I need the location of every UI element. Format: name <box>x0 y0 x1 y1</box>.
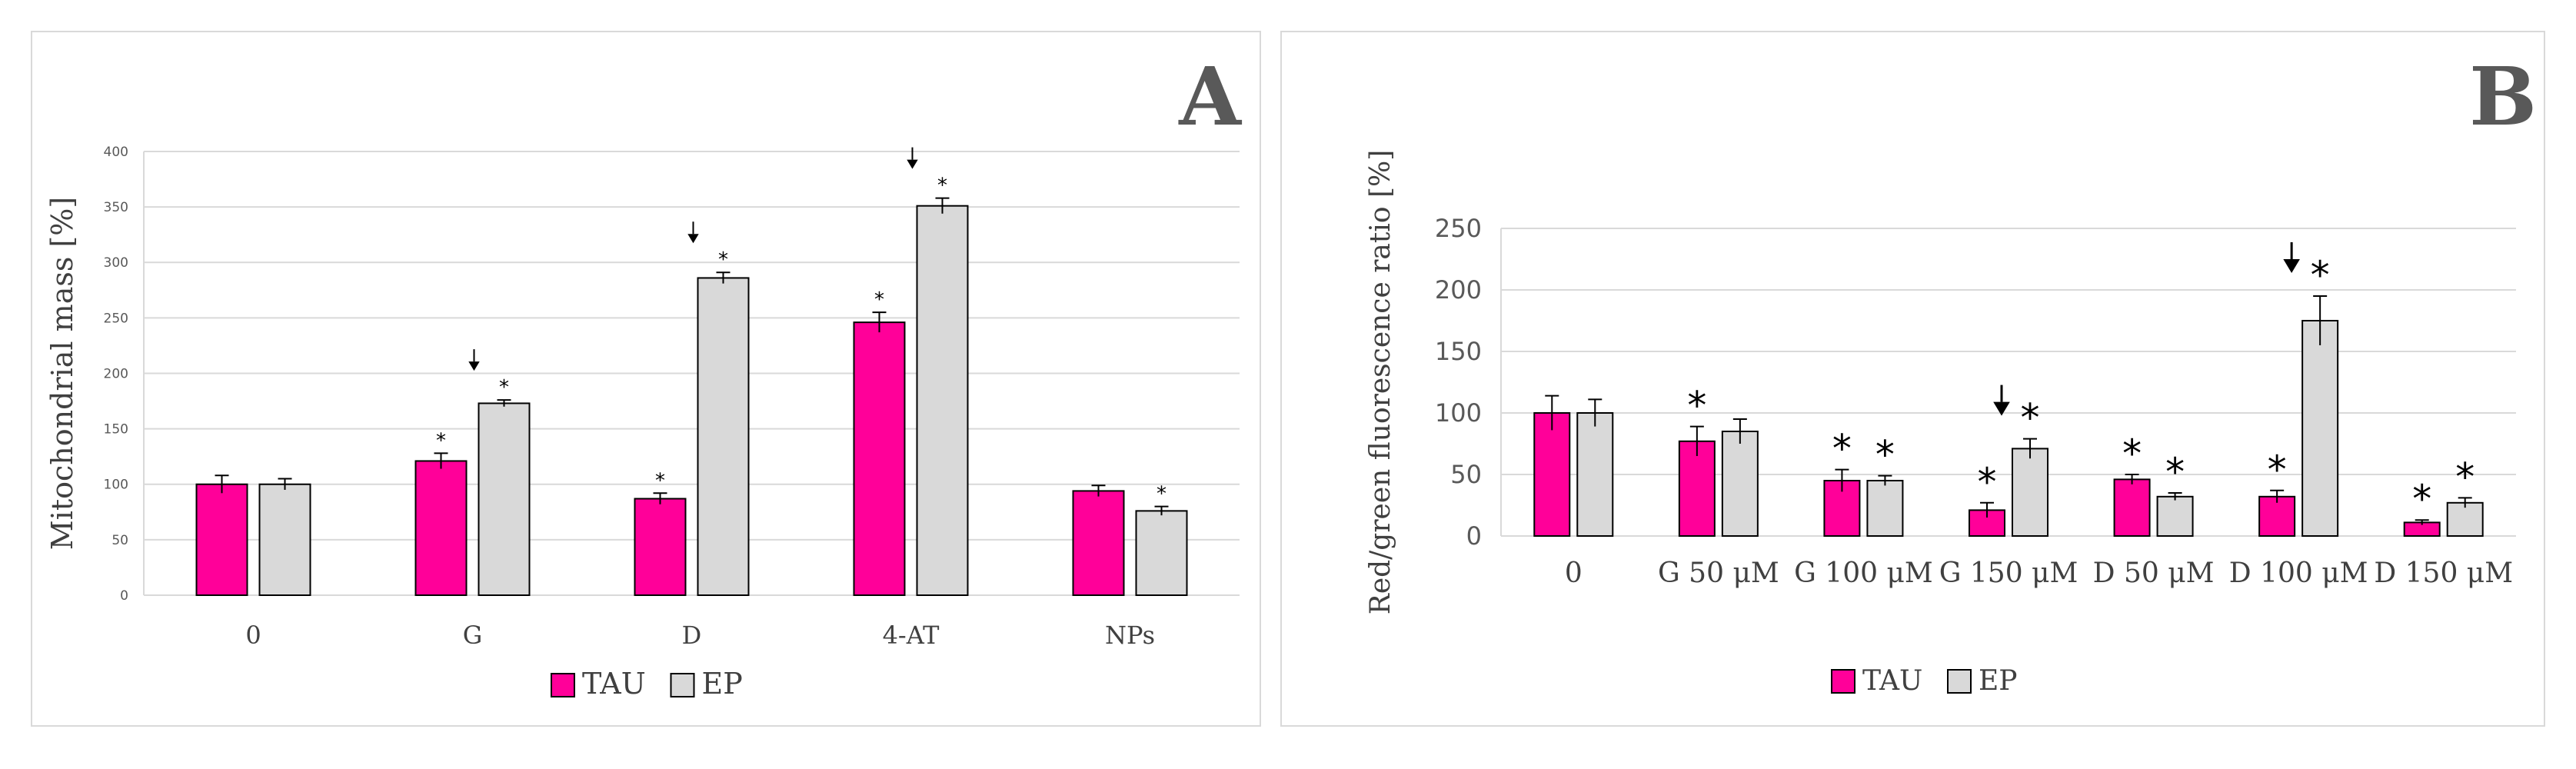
y-tick-label: 250 <box>104 311 128 326</box>
legend-swatch-tau <box>551 673 575 697</box>
y-tick-label: 50 <box>111 533 128 548</box>
significance-star: * <box>2165 450 2185 494</box>
chart-a-svg: A 0 50 100 150 200 250 300 350 400 Mitochondrial m… <box>45 49 1242 701</box>
x-category-label: 0 <box>245 621 261 650</box>
legend-swatch-ep <box>670 673 695 697</box>
bar-ep <box>2301 320 2339 537</box>
legend-label-ep: EP <box>702 667 743 701</box>
chart-b-svg: B 0 50 100 150 200 250 Red/green fluorescence r… <box>1365 49 2537 697</box>
significance-star: * <box>499 376 509 399</box>
bar-tau <box>634 498 687 596</box>
significance-star: * <box>655 469 665 492</box>
arrow-marker <box>2283 242 2300 273</box>
legend-label-tau: TAU <box>582 667 646 701</box>
bar-tau <box>1533 412 1571 537</box>
x-category-label: D 150 μM <box>2374 558 2513 589</box>
significance-star: * <box>2021 396 2040 441</box>
significance-star: * <box>2455 454 2474 499</box>
legend: TAU EP <box>1831 665 2018 697</box>
panel-label: A <box>1178 49 1242 144</box>
legend-label-ep: EP <box>1979 665 2018 697</box>
panel-label: B <box>2469 49 2537 144</box>
x-category-label: D <box>682 621 702 650</box>
arrow-head <box>1993 401 2010 416</box>
arrow-head <box>687 234 699 244</box>
y-tick-label: 0 <box>1466 521 1482 551</box>
x-category-label: 4-AT <box>883 621 940 650</box>
arrow-marker <box>468 349 480 371</box>
y-tick-label: 200 <box>1435 275 1482 305</box>
x-category-label: G 50 μM <box>1658 558 1779 589</box>
x-category-label: D 100 μM <box>2229 558 2368 589</box>
legend-swatch-tau <box>1831 669 1855 694</box>
y-axis-label: Red/green fluorescence ratio [%] <box>1365 150 1396 615</box>
arrow-marker <box>687 221 699 244</box>
significance-star: * <box>937 175 947 198</box>
x-category-label: 0 <box>1565 558 1583 589</box>
bar-ep <box>2446 501 2484 537</box>
y-axis-label: Mitochondrial mass [%] <box>45 197 79 550</box>
bar-ep <box>1135 510 1188 596</box>
chart-panel-a: A 0 50 100 150 200 250 300 350 400 Mitochondrial m… <box>31 31 1261 727</box>
x-category-label: D 50 μM <box>2093 558 2215 589</box>
bar-ep <box>1576 412 1614 537</box>
y-tick-label: 150 <box>1435 337 1482 366</box>
bar-ep <box>478 402 531 597</box>
chart-a-group: A 0 50 100 150 200 250 300 350 400 Mitochondrial m… <box>45 49 1242 701</box>
bar-tau <box>853 321 906 596</box>
arrow-marker <box>907 147 918 169</box>
significance-star: * <box>436 429 446 452</box>
y-tick-label: 100 <box>104 478 128 493</box>
y-tick-label: 150 <box>104 422 128 438</box>
significance-star: * <box>2311 253 2330 298</box>
arrow-head <box>907 159 918 169</box>
significance-star: * <box>2122 431 2142 476</box>
y-tick-label: 250 <box>1435 214 1482 243</box>
bar-tau <box>1072 490 1125 597</box>
legend: TAU EP <box>551 667 743 701</box>
significance-star: * <box>874 288 884 311</box>
chart-panel-b: B 0 50 100 150 200 250 Red/green fluorescence r… <box>1280 31 2545 727</box>
y-tick-label: 300 <box>104 255 128 271</box>
arrow-head <box>468 361 480 371</box>
bar-ep <box>2012 448 2048 538</box>
significance-star: * <box>1157 483 1167 506</box>
bar-tau <box>2113 478 2151 538</box>
significance-star: * <box>2412 477 2431 521</box>
bar-ep <box>1721 431 1759 537</box>
bar-tau <box>1678 440 1716 537</box>
bar-ep <box>2156 495 2194 537</box>
bar-ep <box>697 277 750 596</box>
bar-tau <box>2258 495 2296 537</box>
y-tick-label: 400 <box>104 145 128 160</box>
bar-ep <box>916 205 969 596</box>
x-category-label: G 100 μM <box>1794 558 1933 589</box>
x-category-label: G <box>463 621 483 650</box>
arrow-head <box>2283 259 2300 273</box>
bar-tau <box>195 483 248 596</box>
legend-label-tau: TAU <box>1862 665 1922 697</box>
significance-star: * <box>1687 384 1706 428</box>
x-category-label: G 150 μM <box>1939 558 2078 589</box>
significance-star: * <box>1978 460 1997 504</box>
y-tick-label: 0 <box>120 588 128 604</box>
significance-star: * <box>1875 433 1895 478</box>
bar-ep <box>1866 480 1904 537</box>
significance-star: * <box>1832 427 1852 471</box>
significance-star: * <box>2268 448 2287 492</box>
significance-star: * <box>718 248 728 271</box>
x-category-label: NPs <box>1105 621 1155 650</box>
chart-b-group: B 0 50 100 150 200 250 Red/green fluorescence r… <box>1365 49 2537 697</box>
bar-ep <box>258 483 311 596</box>
y-tick-label: 350 <box>104 200 128 215</box>
bar-tau <box>414 460 468 597</box>
legend-swatch-ep <box>1947 669 1972 694</box>
y-tick-label: 100 <box>1435 398 1482 428</box>
y-tick-label: 200 <box>104 366 128 381</box>
y-tick-label: 50 <box>1450 460 1482 489</box>
arrow-marker <box>1993 384 2010 416</box>
